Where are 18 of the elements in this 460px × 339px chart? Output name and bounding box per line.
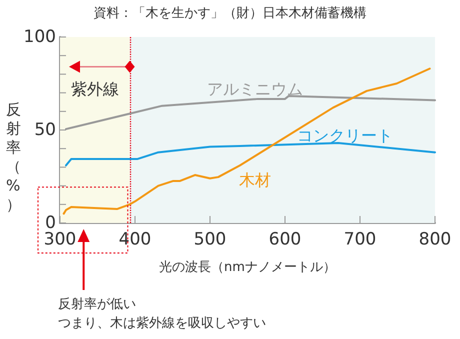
text: 反射率が低い [58,296,136,312]
x-tick-label: 700 [344,230,376,250]
x-tick-label: 500 [194,230,226,250]
series-label: 木材 [239,170,271,190]
line-series [65,142,436,166]
x-tick-label: 800 [418,230,452,250]
x-tick-label: 400 [118,230,152,250]
line-series [62,68,431,215]
series-label: アルミニウム [207,80,303,99]
chart-title: 資料：「木を生かす」（財）日本木材備蓄機構 [94,6,366,21]
x-tick-label: 600 [268,230,302,250]
series-label: コンクリート [297,126,393,146]
band-label: 紫外線 [70,80,119,99]
y-tick-label: 100 [24,27,56,47]
y-axis-title: 反射率（%） [6,100,21,214]
x-axis-title: 光の波長（nmナノメートル） [159,260,336,275]
y-tick-label: 50 [34,120,56,140]
text: つまり、木は紫外線を吸収しやすい [58,316,266,331]
